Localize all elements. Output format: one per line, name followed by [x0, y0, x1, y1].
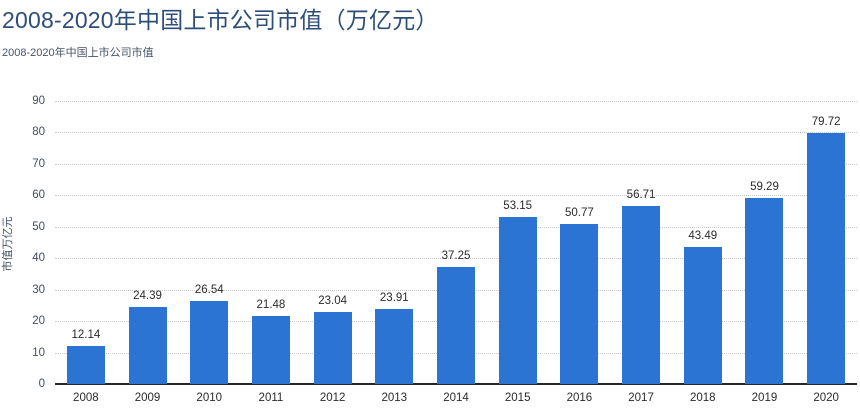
x-axis-label: 2014 [443, 392, 469, 404]
bar-value-label: 23.04 [318, 294, 347, 307]
bar-2015[interactable] [498, 216, 537, 384]
bar-value-label: 26.54 [194, 283, 224, 296]
bar-value-label: 50.77 [564, 207, 594, 220]
y-axis-tick: 30 [32, 283, 45, 296]
x-axis-label: 2015 [504, 392, 531, 404]
y-axis-tick: 40 [32, 252, 45, 265]
x-axis-label: 2013 [381, 392, 408, 404]
page-subtitle: 2008-2020年中国上市公司市值 [2, 47, 154, 59]
bar-value-label: 37.25 [441, 249, 471, 262]
bar-2011[interactable] [251, 316, 290, 384]
bar-value-label: 56.71 [626, 188, 656, 201]
bar-2014[interactable] [437, 266, 475, 384]
x-axis-line [55, 383, 857, 385]
y-axis-tick: 70 [32, 157, 45, 170]
x-axis-label: 2012 [319, 392, 346, 404]
bar-value-label: 43.49 [688, 230, 718, 243]
bar-value-label: 12.14 [71, 328, 101, 341]
bar-2020[interactable] [807, 133, 846, 384]
x-axis-label: 2019 [751, 392, 778, 404]
x-axis-label: 2010 [196, 392, 223, 404]
bar-2018[interactable] [683, 247, 722, 384]
gridline [55, 195, 857, 197]
bar-2016[interactable] [560, 224, 599, 384]
bar-2010[interactable] [190, 300, 229, 384]
x-axis-label: 2008 [73, 392, 99, 404]
bar-2019[interactable] [745, 197, 784, 384]
y-axis-tick: 20 [32, 315, 45, 328]
gridline [55, 101, 857, 102]
y-axis-tick: 10 [32, 346, 45, 359]
page-title: 2008-2020年中国上市公司市值（万亿元） [2, 7, 439, 33]
gridline [55, 163, 857, 165]
gridline [55, 132, 857, 134]
bar-value-label: 24.39 [133, 290, 162, 303]
bar-value-label: 21.48 [256, 299, 286, 312]
bar-2017[interactable] [622, 205, 661, 384]
x-axis-label: 2018 [689, 392, 716, 404]
gridline [55, 258, 857, 260]
y-axis-tick: 60 [32, 189, 45, 202]
bar-value-label: 59.29 [750, 180, 779, 193]
bar-2013[interactable] [375, 308, 414, 384]
bar-2008[interactable] [66, 345, 105, 384]
x-axis-label: 2009 [134, 392, 161, 404]
bar-value-label: 23.91 [379, 291, 409, 304]
x-axis-label: 2016 [566, 392, 593, 404]
bar-value-label: 79.72 [811, 116, 841, 129]
y-axis-tick: 90 [32, 95, 45, 107]
gridline [55, 226, 857, 228]
x-axis-label: 2020 [813, 392, 839, 404]
bar-2012[interactable] [313, 311, 352, 384]
plot-area: 12.14 2008 24.39 2009 26.54 2010 21.48 2011 23.0… [55, 101, 857, 404]
bar-2009[interactable] [128, 307, 167, 384]
x-axis-label: 2017 [628, 392, 654, 404]
y-axis-tick: 0 [38, 378, 45, 390]
x-axis-label: 2011 [258, 392, 284, 404]
y-axis-ticks: 0 10 20 30 40 50 60 70 80 90 [0, 95, 46, 390]
y-axis-tick: 80 [32, 126, 45, 139]
bar-value-label: 53.15 [503, 199, 533, 212]
y-axis-tick: 50 [32, 220, 45, 233]
